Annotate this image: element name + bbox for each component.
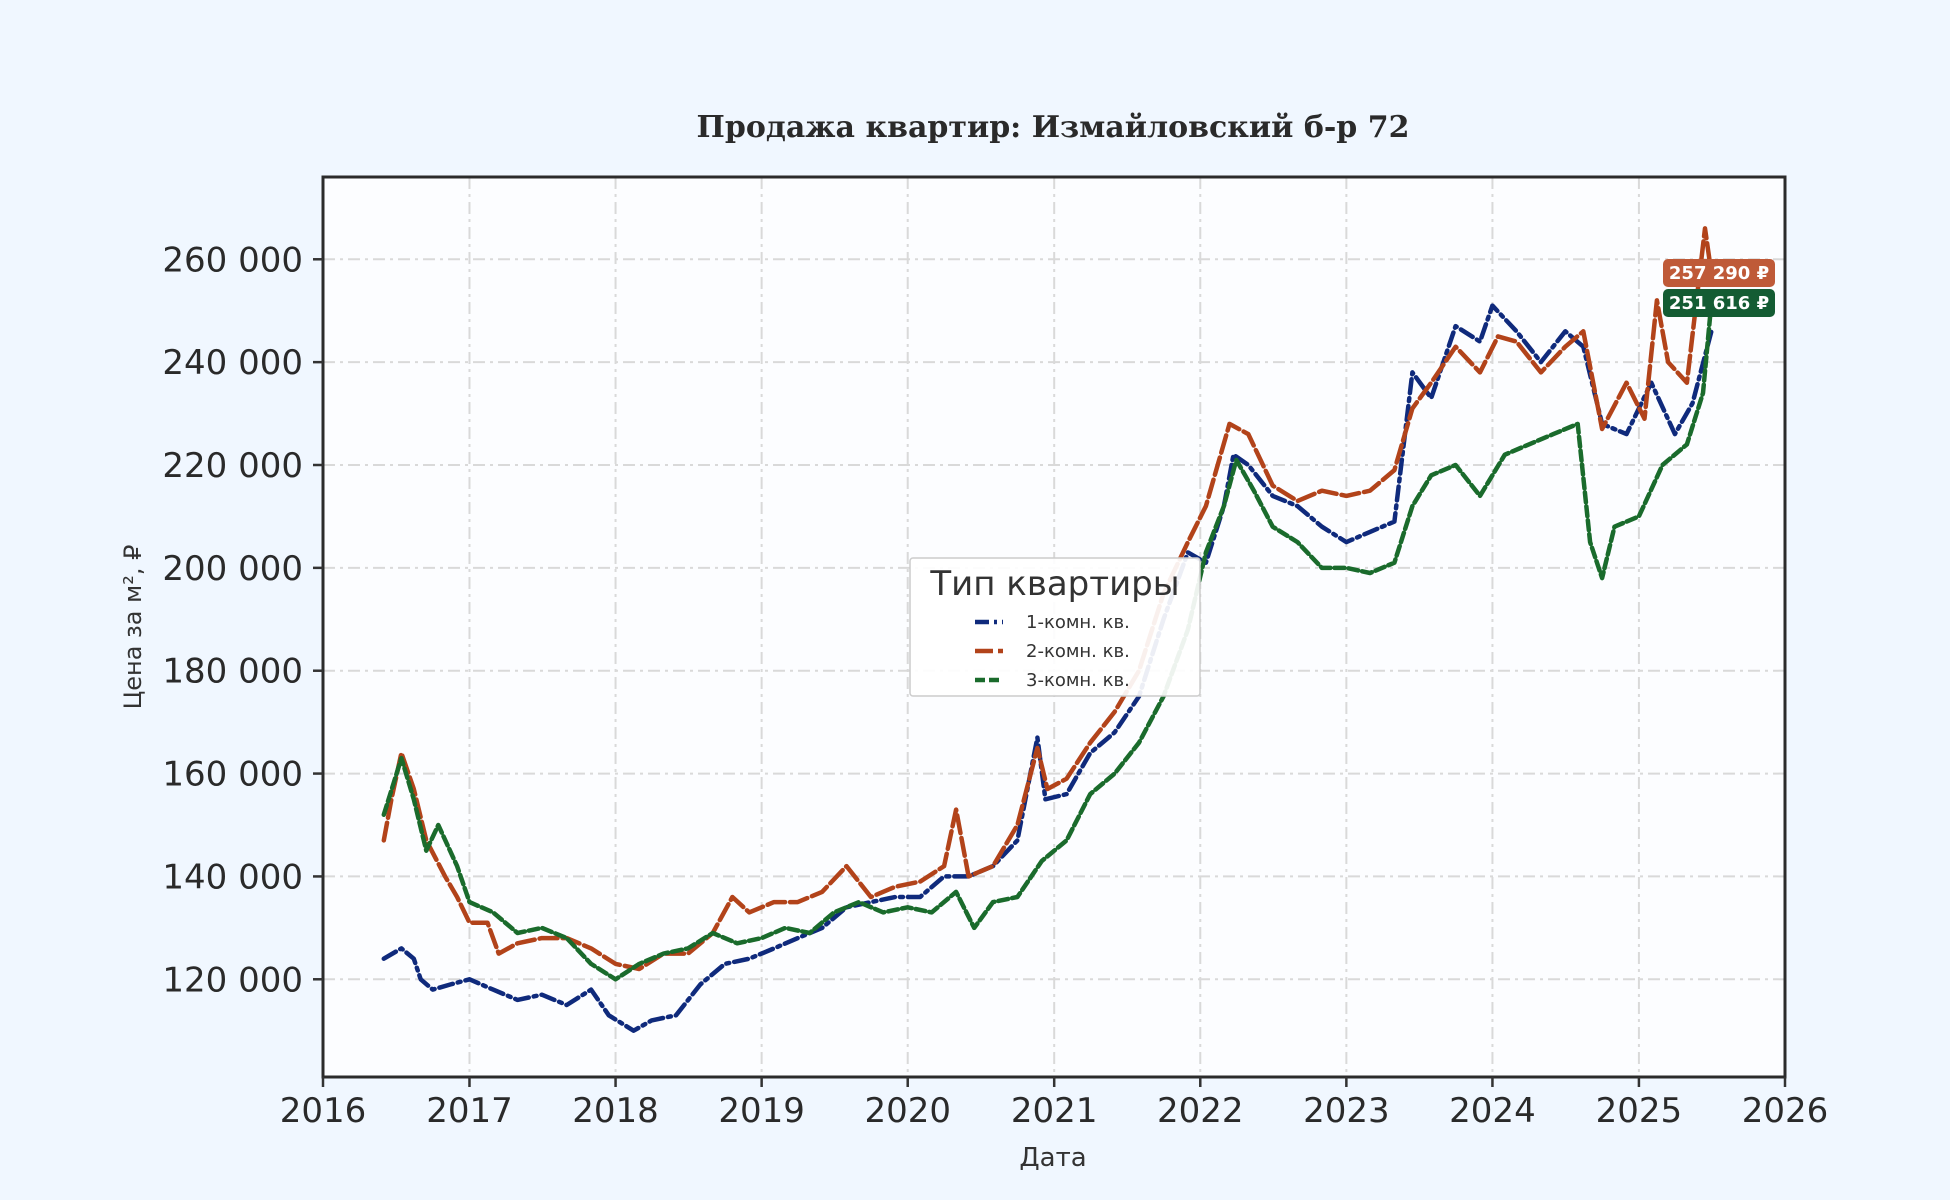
x-tick-label: 2017: [426, 1091, 513, 1131]
end-label-badge: [1663, 259, 1775, 287]
y-tick-label: 160 000: [162, 755, 303, 795]
x-tick-label: 2025: [1596, 1091, 1683, 1131]
x-tick-label: 2018: [572, 1091, 659, 1131]
x-tick-label: 2020: [864, 1091, 951, 1131]
y-tick-label: 200 000: [162, 549, 303, 589]
legend-label-two-room: 2-комн. кв.: [1026, 641, 1130, 662]
legend-label-one-room: 1-комн. кв.: [1026, 612, 1130, 633]
series-line-two-room: [381, 226, 1714, 972]
y-tick-label: 180 000: [162, 652, 303, 692]
legend-box: [909, 557, 1201, 697]
x-tick-label: 2023: [1303, 1091, 1390, 1131]
series-layer: [381, 226, 1714, 1033]
end-value-label: 251 616 ₽: [1669, 293, 1769, 314]
x-tick-label: 2024: [1449, 1091, 1536, 1131]
x-tick-label: 2019: [718, 1091, 805, 1131]
x-axis-label: Дата: [1019, 1143, 1086, 1173]
y-tick-label: 220 000: [162, 446, 303, 486]
end-label-badge: [1663, 289, 1775, 317]
series-line-one-room: [381, 303, 1714, 1033]
y-tick-label: 120 000: [162, 960, 303, 1000]
end-value-label: 257 290 ₽: [1669, 263, 1769, 284]
x-tick-label: 2021: [1011, 1091, 1098, 1131]
axis-ticks: 2016 2017 2018 2019 2020 2021 2022 2023 2024 2025…: [162, 240, 1828, 1131]
x-tick-label: 2016: [280, 1091, 367, 1131]
end-labels: 257 290 ₽ 251 616 ₽: [1663, 259, 1775, 317]
x-tick-label: 2026: [1742, 1091, 1829, 1131]
y-tick-label: 140 000: [162, 857, 303, 897]
y-tick-label: 240 000: [162, 343, 303, 383]
legend[interactable]: Тип квартиры 1-комн. кв. 2-комн. кв. 3-ком…: [909, 557, 1201, 697]
legend-title: Тип квартиры: [929, 564, 1179, 604]
y-axis-label: Цена за м², ₽: [119, 545, 147, 710]
legend-label-three-room: 3-комн. кв.: [1026, 670, 1130, 691]
y-tick-label: 260 000: [162, 240, 303, 280]
series-line-three-room: [381, 300, 1714, 982]
x-tick-label: 2022: [1157, 1091, 1244, 1131]
chart-title: Продажа квартир: Измайловский б-р 72: [697, 110, 1410, 145]
